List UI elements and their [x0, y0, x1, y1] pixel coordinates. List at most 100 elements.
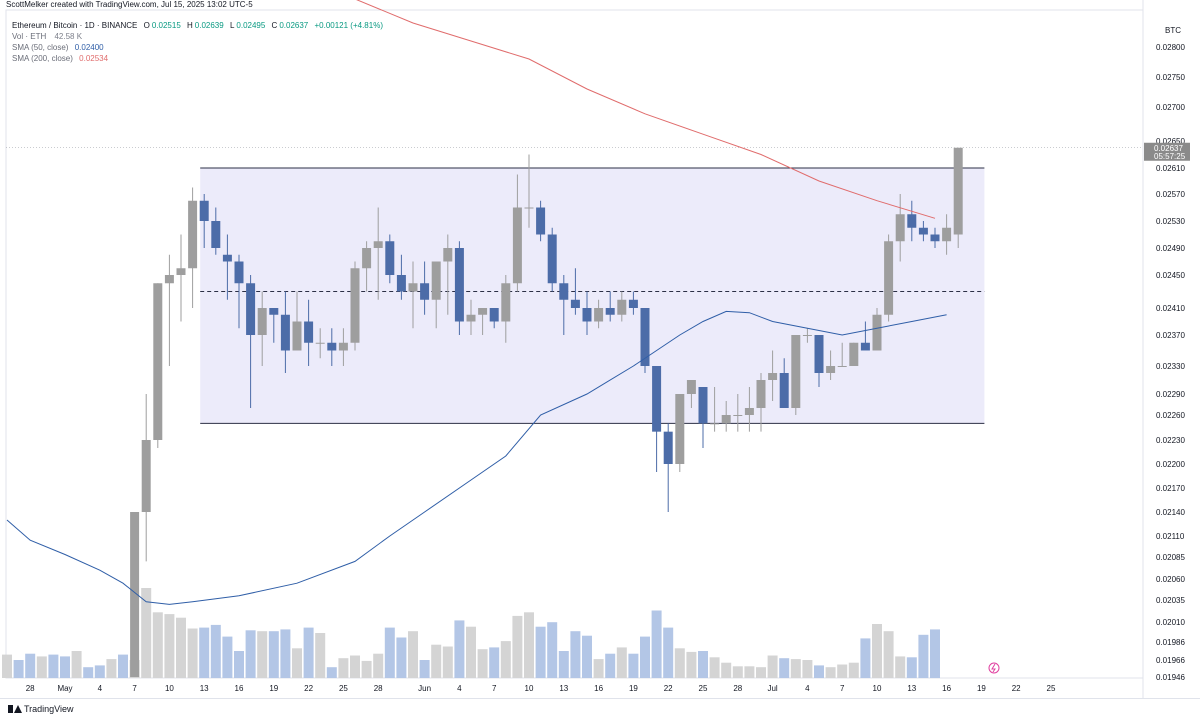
credit-line: ScottMelker created with TradingView.com… [6, 0, 253, 9]
candle-body [594, 308, 604, 322]
volume-bar [558, 651, 569, 678]
candle-body [768, 373, 778, 380]
volume-bar [350, 655, 360, 678]
volume-bar [303, 627, 314, 678]
price-tick-label: 0.02060 [1156, 575, 1185, 584]
candle-body [350, 268, 360, 343]
time-tick-label: 10 [525, 684, 534, 693]
sma200-legend: SMA (200, close) 0.02534 [12, 54, 108, 64]
volume-bar [94, 665, 105, 678]
change-value: +0.00121 (+4.81%) [314, 21, 383, 30]
price-tick-label: 0.02750 [1156, 73, 1185, 82]
volume-bar [280, 629, 291, 678]
high-value: 0.02639 [194, 21, 224, 30]
volume-bar [48, 654, 59, 678]
candle-body [327, 342, 337, 351]
candle-body [153, 283, 163, 440]
candle-body [872, 314, 882, 351]
sma50-line [6, 310, 947, 605]
candle-body [199, 200, 209, 221]
volume-bar [616, 647, 627, 678]
price-tick-label: 0.02170 [1156, 484, 1185, 493]
sma50-label: SMA (50, close) [12, 43, 69, 52]
volume-bar [756, 667, 766, 678]
candle-body [710, 423, 720, 425]
candle-body [130, 512, 140, 677]
candle-body [953, 147, 963, 235]
volume-bar [918, 634, 929, 678]
symbol-name: Ethereum / Bitcoin · 1D · BINANCE [12, 21, 138, 30]
volume-bar [466, 626, 476, 678]
candle-body [791, 335, 801, 408]
volume-bar [268, 631, 279, 678]
price-tick-label: 0.02700 [1156, 103, 1185, 112]
volume-bar [709, 657, 720, 678]
candle-body [269, 308, 279, 315]
volume-bar [222, 636, 233, 678]
price-tick-label: 0.02260 [1156, 411, 1185, 420]
candle-body [211, 221, 221, 248]
candle-body [280, 314, 290, 351]
time-tick-label: 4 [98, 684, 103, 693]
volume-bar [848, 662, 859, 678]
candle-body [675, 394, 685, 464]
candle-body [443, 248, 453, 262]
candle-body [501, 283, 511, 322]
volume-bar [36, 656, 47, 678]
candle-body [222, 254, 232, 262]
volume-bar [883, 631, 894, 678]
volume-bar [593, 659, 604, 678]
volume-bar [732, 666, 743, 678]
time-tick-label: 28 [26, 684, 35, 693]
candle-body [466, 314, 476, 322]
time-tick-label: 28 [733, 684, 742, 693]
candle-body [257, 308, 267, 335]
close-label: C [271, 21, 278, 30]
volume-bar [930, 629, 940, 678]
sma200-line [356, 0, 936, 219]
candle-body [338, 342, 348, 351]
volume-bar [373, 653, 384, 678]
volume-bar [674, 648, 685, 678]
price-chart[interactable]: 0.02800 0.02750 0.02700 0.02650 0.02610 0.025… [0, 0, 1200, 698]
volume-bar [477, 649, 488, 678]
time-tick-label: 10 [873, 684, 882, 693]
price-tick-label: 0.02200 [1156, 460, 1185, 469]
candle-body [930, 234, 940, 242]
price-tick-label: 0.02230 [1156, 436, 1185, 445]
candle-body [385, 241, 395, 275]
candle-body [895, 214, 905, 242]
volume-bar [361, 660, 372, 678]
volume-bar [837, 664, 848, 678]
volume-bar [245, 630, 256, 678]
time-tick-label: 7 [132, 684, 137, 693]
time-tick-label: 28 [374, 684, 383, 693]
symbol-legend: Ethereum / Bitcoin · 1D · BINANCE O 0.025… [12, 21, 383, 31]
volume-bar [431, 644, 442, 678]
time-tick-label: 25 [339, 684, 348, 693]
close-value: 0.02637 [279, 21, 309, 30]
time-tick-label: 22 [304, 684, 313, 693]
price-tick-label: 0.02570 [1156, 190, 1185, 199]
volume-bar [83, 667, 94, 678]
volume-bar [13, 660, 24, 678]
candle-body [373, 241, 383, 248]
candle-body [420, 283, 430, 300]
volume-bar [199, 627, 210, 678]
candle-body [663, 431, 673, 464]
candle-body [164, 275, 174, 284]
candle-body [362, 248, 372, 269]
volume-bar [326, 667, 337, 678]
volume-bar [860, 638, 871, 678]
candle-body [512, 207, 522, 284]
time-tick-label: 13 [907, 684, 916, 693]
time-tick-label: 4 [805, 684, 810, 693]
candle-body [628, 299, 638, 308]
volume-bar [663, 627, 674, 678]
volume-bar [872, 624, 882, 678]
price-tick-label: 0.02290 [1156, 390, 1185, 399]
volume-bar [187, 628, 198, 678]
current-price-label: 0.02637 [1154, 144, 1183, 153]
volume-bar [408, 631, 418, 678]
volume-bar [651, 610, 662, 678]
